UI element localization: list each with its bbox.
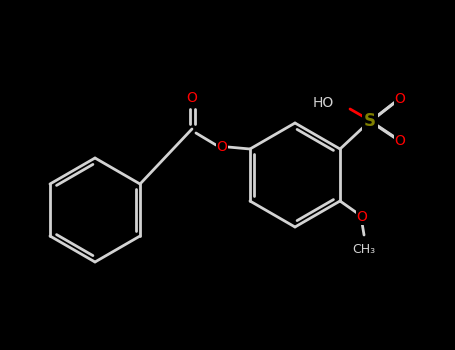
Text: O: O bbox=[217, 140, 228, 154]
Text: O: O bbox=[187, 91, 197, 105]
Text: S: S bbox=[364, 112, 376, 130]
Text: CH₃: CH₃ bbox=[353, 243, 375, 256]
Text: HO: HO bbox=[313, 96, 334, 110]
Text: O: O bbox=[357, 210, 368, 224]
Text: O: O bbox=[394, 134, 405, 148]
Text: O: O bbox=[394, 92, 405, 106]
